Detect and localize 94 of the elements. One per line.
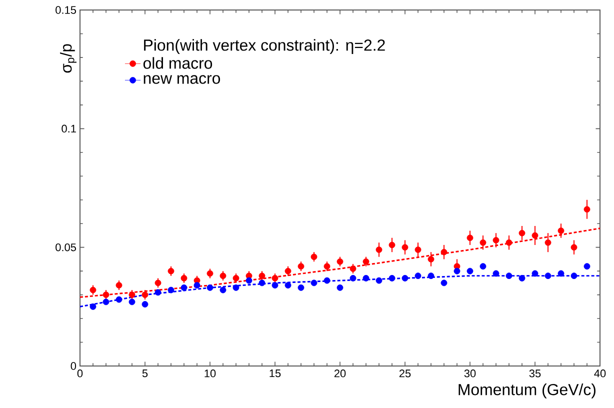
point (544, 239, 552, 246)
point (206, 270, 214, 277)
point (90, 286, 96, 294)
point (428, 272, 434, 280)
point (376, 277, 382, 284)
y-tick-label: 0 (70, 362, 76, 370)
point (324, 277, 330, 284)
point (142, 292, 148, 298)
point (90, 303, 96, 310)
x-tick-label: 30 (464, 370, 476, 378)
point (544, 272, 552, 280)
point (584, 263, 590, 270)
y-tick-label: 0.1 (62, 124, 76, 133)
point (272, 282, 278, 289)
point (284, 268, 292, 274)
point (298, 263, 304, 270)
x-tick-label: 35 (529, 370, 541, 378)
y-tick-label: 0.15 (56, 6, 76, 14)
point (272, 274, 278, 282)
point (194, 282, 200, 289)
point (558, 228, 564, 234)
point (246, 277, 252, 284)
point (414, 246, 422, 253)
point (506, 239, 512, 246)
point (142, 301, 148, 308)
point (128, 298, 136, 306)
point (258, 280, 266, 286)
point (220, 272, 226, 280)
point (350, 274, 356, 282)
point (258, 272, 266, 280)
point (362, 274, 370, 282)
x-tick-label: 5 (142, 370, 148, 378)
x-tick-label: 20 (334, 370, 346, 378)
point (232, 284, 240, 291)
point (492, 270, 500, 277)
point (388, 242, 396, 248)
point (480, 263, 486, 270)
point (180, 284, 188, 291)
point (376, 246, 382, 253)
legend-label: old macro (143, 57, 212, 69)
x-tick-label: 15 (270, 370, 281, 378)
legend-title: Pion(with vertex constraint): η=2.2 (144, 39, 385, 54)
point (570, 272, 578, 280)
legend-label: new macro (144, 75, 220, 84)
point (128, 292, 136, 298)
point (350, 265, 356, 272)
point (154, 289, 162, 296)
point (388, 274, 396, 282)
point (532, 232, 538, 239)
point (466, 234, 474, 242)
point (428, 256, 434, 262)
point (336, 284, 344, 291)
point (324, 263, 330, 270)
point (440, 280, 448, 286)
y-axis-title: σ$_{p}$/p (60, 44, 76, 73)
point (362, 258, 370, 265)
x-tick-label: 10 (204, 370, 216, 378)
x-tick-label: 40 (594, 370, 606, 378)
y-tick-label: 0.05 (56, 243, 76, 252)
point (570, 244, 578, 251)
point (310, 254, 318, 260)
point (466, 268, 474, 274)
point (402, 244, 408, 251)
point (168, 286, 174, 294)
point (168, 268, 174, 274)
line-series (80, 228, 600, 298)
x-tick-label: 0 (77, 370, 83, 378)
point (102, 292, 110, 298)
point (402, 274, 408, 282)
point (414, 272, 422, 280)
point (310, 280, 318, 286)
point (506, 272, 512, 280)
point (492, 237, 500, 244)
x-tick-label: 25 (399, 370, 411, 378)
point (206, 284, 214, 291)
point (584, 206, 590, 213)
point (558, 270, 564, 277)
point (454, 268, 460, 274)
point (518, 274, 526, 282)
x-axis-title: Momentum (GeV/c) (458, 384, 596, 398)
point (180, 274, 188, 282)
point (220, 286, 226, 294)
point (102, 298, 110, 306)
point (518, 230, 526, 236)
point (116, 282, 122, 289)
point (440, 248, 448, 256)
point (298, 284, 304, 291)
point (284, 282, 292, 289)
point (116, 296, 122, 303)
point (232, 274, 240, 282)
point (336, 258, 344, 265)
point (154, 280, 162, 286)
point (480, 239, 486, 246)
point (532, 270, 538, 277)
